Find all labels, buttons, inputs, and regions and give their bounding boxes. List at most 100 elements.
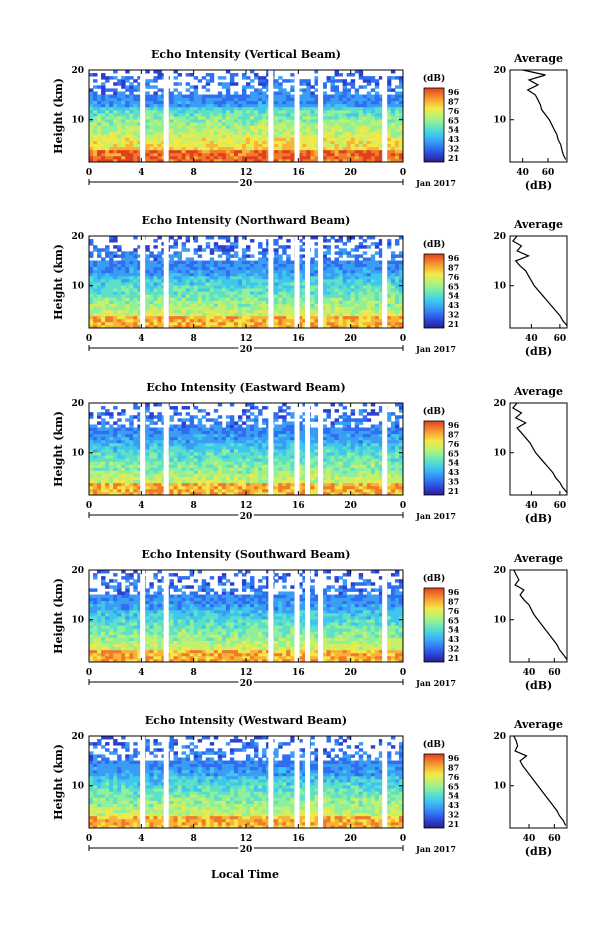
heatmap-cell (109, 464, 114, 468)
heatmap-cell (241, 254, 247, 258)
heatmap-cell (398, 125, 404, 129)
heatmap-cell (129, 100, 134, 105)
heatmap-cell (362, 112, 368, 117)
heatmap-cell (314, 306, 319, 310)
heatmap-cell (250, 467, 255, 471)
heatmap-cell (258, 76, 263, 80)
heatmap-cell (93, 245, 98, 249)
heatmap-cell (177, 260, 182, 264)
heatmap-cell (221, 103, 227, 108)
heatmap-cell (254, 309, 259, 314)
heatmap-cell (262, 303, 267, 307)
heatmap-cell (254, 470, 259, 474)
heatmap-cell (346, 282, 352, 286)
heatmap-cell (97, 266, 102, 271)
heatmap-cell (278, 272, 283, 277)
heatmap-cell (93, 137, 98, 141)
heatmap-cell (153, 155, 158, 160)
heatmap-cell (370, 260, 376, 264)
heatmap-cell (374, 278, 380, 283)
heatmap-cell (149, 103, 154, 108)
heatmap-cell (93, 461, 98, 465)
heatmap-cell (386, 272, 392, 277)
heatmap-cell (330, 491, 335, 496)
heatmap-cell (362, 239, 368, 243)
heatmap-cell (398, 155, 404, 160)
y-tick-label: 10 (71, 116, 84, 126)
heatmap-cell (322, 294, 327, 298)
heatmap-cell (197, 491, 203, 496)
heatmap-cell (157, 467, 162, 471)
heatmap-cell (326, 146, 331, 151)
heatmap-cell (229, 109, 235, 114)
heatmap-cell (370, 491, 376, 496)
heatmap-cell (109, 300, 114, 304)
heatmap-cell (153, 266, 158, 271)
heatmap-cell (93, 324, 98, 329)
heatmap-cell (113, 306, 118, 310)
heatmap-cell (374, 242, 380, 246)
heatmap-cell (250, 137, 255, 141)
heatmap-cell (266, 275, 271, 280)
heatmap-cell (233, 140, 239, 144)
heatmap-cell (133, 479, 138, 484)
heatmap-cell (241, 467, 247, 471)
heatmap-cell (221, 236, 227, 240)
heatmap-cell (145, 488, 150, 493)
heatmap-cell (310, 155, 315, 160)
heatmap-cell (133, 146, 138, 151)
heatmap-cell (209, 282, 215, 286)
heatmap-cell (334, 125, 339, 129)
heatmap-cell (129, 300, 134, 304)
heatmap-cell (93, 470, 98, 474)
heatmap-cell (233, 282, 239, 286)
heatmap-cell (97, 131, 102, 135)
heatmap-cell (298, 100, 303, 105)
heatmap-cell (346, 467, 352, 471)
heatmap-cell (205, 103, 211, 108)
heatmap-cell (145, 479, 150, 484)
heatmap-cell (338, 321, 344, 326)
heatmap-cell (217, 488, 223, 493)
heatmap-cell (137, 146, 142, 151)
heatmap-cell (286, 245, 291, 249)
heatmap-cell (246, 155, 251, 160)
heatmap-cell (105, 149, 110, 154)
heatmap-cell (306, 116, 311, 120)
heatmap-cell (326, 303, 331, 307)
heatmap-cell (197, 134, 203, 138)
heatmap-cell (169, 473, 174, 477)
heatmap-cell (209, 467, 215, 471)
heatmap-cell (205, 491, 211, 496)
average-title: Average (513, 52, 563, 65)
heatmap-cell (366, 324, 372, 329)
heatmap-cell (338, 285, 344, 289)
heatmap-cell (370, 106, 376, 111)
heatmap-cell (225, 239, 231, 243)
heatmap-cell (338, 112, 344, 117)
heatmap-cell (201, 306, 207, 310)
heatmap-cell (217, 94, 223, 98)
heatmap-cell (254, 278, 259, 283)
heatmap-cell (286, 306, 291, 310)
heatmap-cell (197, 103, 203, 108)
heatmap-cell (310, 143, 315, 148)
heatmap-cell (193, 315, 199, 320)
heatmap-cell (250, 488, 255, 493)
heatmap-cell (278, 91, 283, 95)
heatmap-cell (181, 470, 187, 474)
heatmap-cell (193, 239, 199, 243)
heatmap-cell (378, 479, 384, 484)
heatmap-cell (298, 263, 303, 268)
heatmap-cell (89, 119, 94, 123)
heatmap-cell (250, 479, 255, 484)
heatmap-cell (209, 112, 215, 117)
heatmap-cell (149, 260, 154, 264)
heatmap-cell (201, 97, 207, 102)
heatmap-cell (286, 266, 291, 271)
heatmap-cell (330, 470, 335, 474)
heatmap-cell (189, 488, 195, 493)
heatmap-cell (225, 257, 231, 261)
heatmap-cell (314, 88, 319, 92)
heatmap-cell (298, 94, 303, 98)
